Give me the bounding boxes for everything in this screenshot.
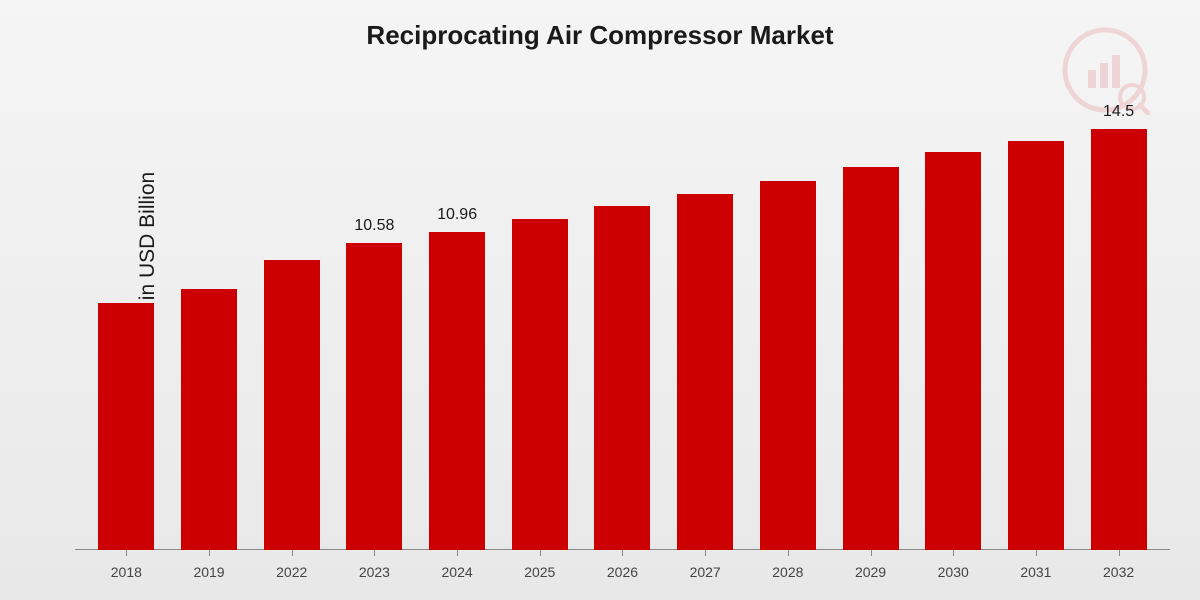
- chart-container: Reciprocating Air Compressor Market Mark…: [0, 0, 1200, 600]
- bar: [843, 167, 899, 550]
- x-tick: [457, 550, 458, 556]
- bar-group: 10.96: [416, 100, 499, 550]
- bar: [594, 206, 650, 550]
- x-tick: [540, 550, 541, 556]
- x-tick: [126, 550, 127, 556]
- bar-group: [664, 100, 747, 550]
- x-axis-label: 2027: [664, 564, 747, 580]
- x-tick: [622, 550, 623, 556]
- x-axis-label: 2018: [85, 564, 168, 580]
- x-tick: [953, 550, 954, 556]
- x-axis-label: 2022: [250, 564, 333, 580]
- bar-group: [829, 100, 912, 550]
- bars-container: 10.58 10.96 14.5: [75, 100, 1170, 550]
- bar: [677, 194, 733, 550]
- bar: [925, 152, 981, 550]
- x-labels-container: 2018201920222023202420252026202720282029…: [75, 564, 1170, 580]
- bar-value-label: 10.58: [354, 217, 394, 235]
- bar-group: [912, 100, 995, 550]
- bar-group: 14.5: [1077, 100, 1160, 550]
- x-axis-label: 2032: [1077, 564, 1160, 580]
- chart-title: Reciprocating Air Compressor Market: [366, 20, 833, 51]
- plot-area: 10.58 10.96 14.5: [75, 100, 1170, 550]
- x-tick: [871, 550, 872, 556]
- x-axis-label: 2031: [995, 564, 1078, 580]
- bar: [512, 219, 568, 550]
- x-axis-label: 2026: [581, 564, 664, 580]
- bar: [181, 289, 237, 550]
- x-tick: [374, 550, 375, 556]
- bar: [264, 260, 320, 550]
- x-axis-label: 2025: [498, 564, 581, 580]
- bar-group: [747, 100, 830, 550]
- bar-group: [995, 100, 1078, 550]
- x-tick: [292, 550, 293, 556]
- bar: [760, 181, 816, 550]
- x-axis-label: 2028: [747, 564, 830, 580]
- x-tick: [705, 550, 706, 556]
- x-axis-label: 2023: [333, 564, 416, 580]
- bar-group: [168, 100, 251, 550]
- bar-value-label: 10.96: [437, 206, 477, 224]
- x-axis-label: 2030: [912, 564, 995, 580]
- bar: [98, 303, 154, 550]
- bar: [346, 243, 402, 550]
- bar-group: [250, 100, 333, 550]
- bar: [1091, 129, 1147, 550]
- bar-group: [85, 100, 168, 550]
- x-axis-label: 2029: [829, 564, 912, 580]
- x-tick: [788, 550, 789, 556]
- bar: [429, 232, 485, 550]
- bar-group: [498, 100, 581, 550]
- bar-group: [581, 100, 664, 550]
- x-tick: [1119, 550, 1120, 556]
- bar-value-label: 14.5: [1103, 103, 1134, 121]
- bar: [1008, 141, 1064, 550]
- x-tick: [1036, 550, 1037, 556]
- bar-group: 10.58: [333, 100, 416, 550]
- x-axis-label: 2024: [416, 564, 499, 580]
- x-axis-label: 2019: [168, 564, 251, 580]
- x-tick: [209, 550, 210, 556]
